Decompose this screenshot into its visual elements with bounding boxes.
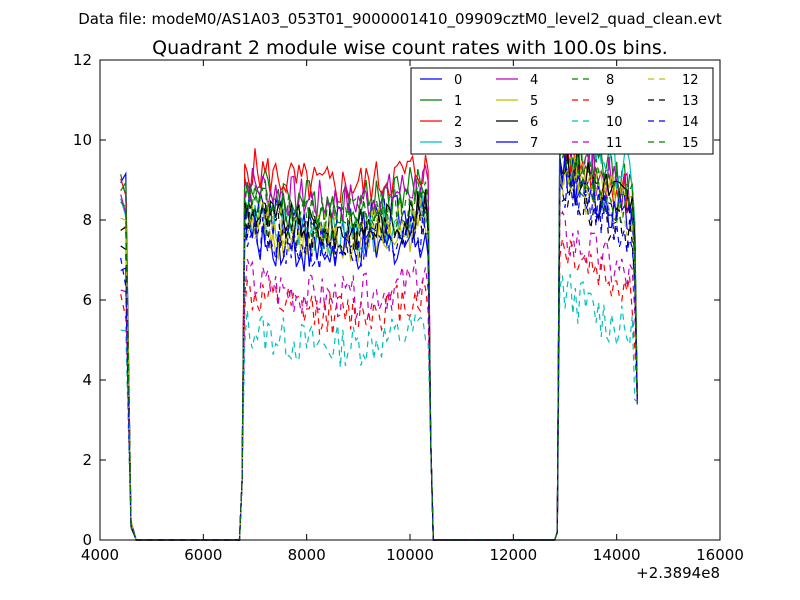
series-line-15 [120, 145, 638, 541]
legend-label-6: 6 [530, 115, 538, 130]
series-line-14 [120, 171, 638, 541]
plot-frame [99, 59, 721, 541]
legend-label-14: 14 [682, 115, 699, 130]
series-line-8 [120, 129, 638, 541]
y-tick-label: 6 [82, 291, 92, 309]
y-tick-label: 12 [73, 51, 92, 69]
legend-label-4: 4 [530, 73, 538, 88]
x-tick-label: 8000 [288, 546, 326, 564]
axes-ticks: 4000 6000 8000 10000 12000 14000 1600002468101… [73, 51, 744, 564]
legend-label-5: 5 [530, 94, 538, 109]
y-tick-label: 4 [82, 371, 92, 389]
y-tick-label: 8 [82, 211, 92, 229]
series-line-9 [120, 238, 638, 541]
series-line-13 [120, 186, 638, 541]
series-line-11 [120, 210, 638, 541]
x-tick-label: 12000 [489, 546, 537, 564]
series-line-10 [120, 274, 638, 541]
legend-label-0: 0 [454, 73, 462, 88]
series-line-4 [120, 127, 638, 541]
x-tick-label: 6000 [184, 546, 222, 564]
series-line-12 [120, 168, 638, 541]
legend-label-1: 1 [454, 94, 462, 109]
legend-label-12: 12 [682, 73, 699, 88]
x-tick-label: 16000 [696, 546, 744, 564]
y-tick-label: 10 [73, 131, 92, 149]
legend-box [410, 67, 714, 155]
legend-label-13: 13 [682, 94, 699, 109]
x-tick-label: 10000 [386, 546, 434, 564]
legend-label-9: 9 [606, 94, 614, 109]
x-tick-label: 4000 [81, 546, 119, 564]
plot-lines [120, 119, 638, 541]
series-line-6 [120, 148, 638, 541]
legend-label-7: 7 [530, 136, 538, 151]
legend-label-15: 15 [682, 136, 699, 151]
y-tick-label: 2 [82, 451, 92, 469]
x-offset-label: +2.3894e8 [636, 564, 720, 582]
chart-title: Quadrant 2 module wise count rates with … [152, 37, 668, 59]
x-tick-label: 14000 [593, 546, 641, 564]
legend-label-8: 8 [606, 73, 614, 88]
legend-label-2: 2 [454, 115, 462, 130]
legend-label-10: 10 [606, 115, 623, 130]
y-tick-label: 0 [82, 531, 92, 549]
legend-label-3: 3 [454, 136, 462, 151]
legend-label-11: 11 [606, 136, 623, 151]
chart-suptitle: Data file: modeM0/AS1A03_053T01_90000014… [78, 10, 722, 29]
